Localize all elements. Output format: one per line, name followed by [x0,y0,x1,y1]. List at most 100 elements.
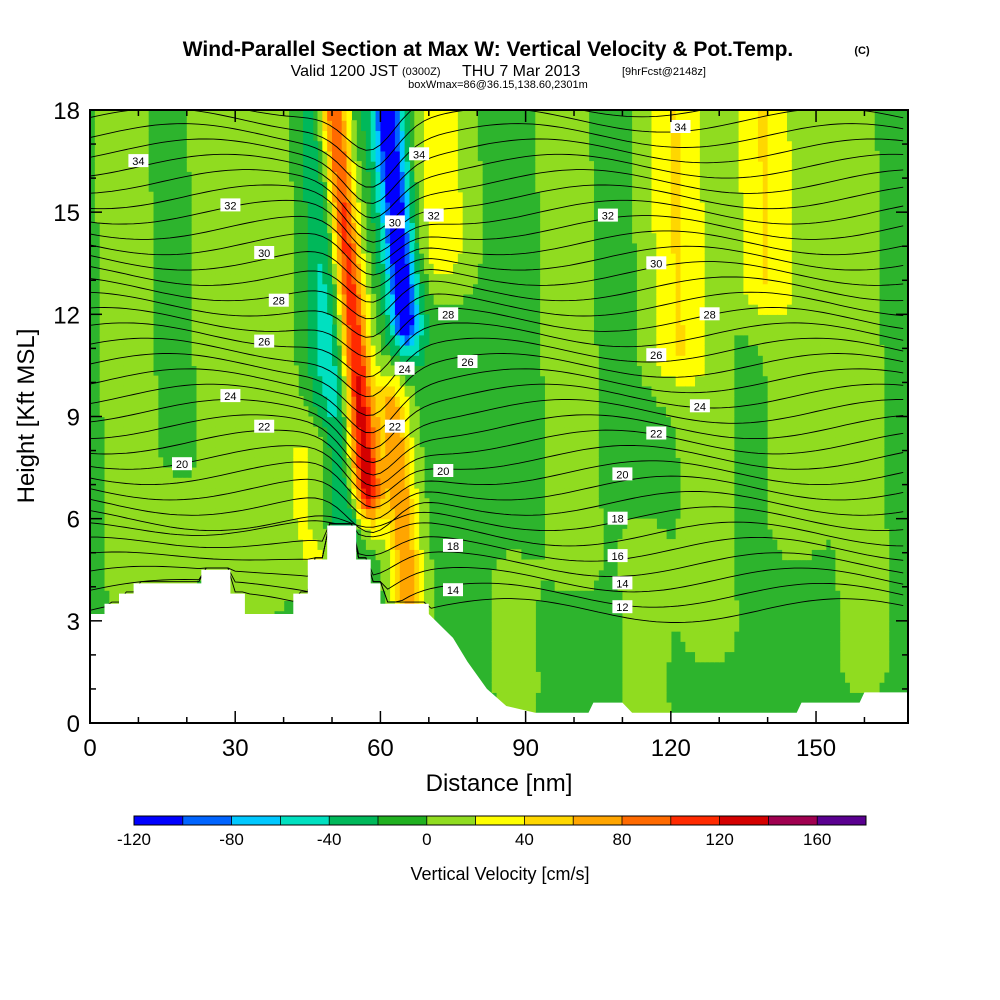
velocity-cell [269,508,275,520]
velocity-cell [312,171,319,183]
velocity-cell [767,273,774,285]
velocity-cell [269,150,275,162]
velocity-cell [675,171,682,183]
velocity-cell [719,181,725,193]
velocity-cell [206,161,212,172]
velocity-cell [636,610,643,622]
velocity-cell [564,110,570,121]
velocity-cell [119,120,125,132]
velocity-cell [578,110,585,121]
velocity-cell [428,181,435,193]
velocity-cell [351,232,357,244]
velocity-cell [733,201,740,213]
velocity-cell [578,528,585,540]
velocity-cell [569,150,575,162]
velocity-cell [128,324,135,336]
velocity-cell [283,253,290,264]
velocity-cell [704,467,711,479]
velocity-cell [423,590,430,601]
velocity-cell [670,181,677,193]
velocity-cell [259,314,265,326]
velocity-cell [709,232,715,244]
velocity-cell [351,324,357,336]
velocity-cell [133,191,139,203]
velocity-cell [114,477,120,489]
velocity-cell [670,253,677,264]
velocity-cell [569,579,575,591]
velocity-cell [288,498,294,510]
velocity-cell [283,590,290,601]
velocity-cell [370,324,377,336]
velocity-cell [351,253,357,264]
velocity-cell [394,253,401,264]
velocity-cell [699,283,706,295]
velocity-cell [554,222,561,234]
velocity-cell [114,150,120,162]
velocity-cell [235,488,241,499]
velocity-cell [288,314,294,326]
velocity-cell [569,508,575,520]
velocity-cell [235,559,241,571]
velocity-cell [341,181,348,193]
velocity-cell [244,579,251,591]
velocity-cell [365,365,372,377]
velocity-cell [288,365,294,377]
velocity-cell [704,447,711,458]
velocity-cell [428,600,435,612]
velocity-cell [525,692,532,704]
velocity-cell [656,702,662,714]
velocity-cell [109,110,115,121]
velocity-cell [104,406,110,418]
velocity-cell [738,293,745,305]
velocity-cell [540,161,546,172]
velocity-cell [699,631,706,642]
velocity-cell [385,539,391,550]
velocity-cell [574,539,580,550]
velocity-cell [544,304,551,315]
velocity-cell [399,579,406,591]
velocity-cell [404,253,411,264]
velocity-cell [394,396,401,407]
velocity-cell [767,467,774,479]
velocity-cell [714,181,720,193]
velocity-cell [632,191,638,203]
velocity-cell [501,651,507,663]
velocity-cell [583,498,590,510]
velocity-cell [249,436,256,448]
velocity-cell [728,334,735,346]
velocity-cell [109,477,115,489]
velocity-cell [230,253,236,264]
velocity-cell [215,150,222,162]
velocity-cell [128,130,135,142]
velocity-cell [622,528,628,540]
velocity-cell [375,416,382,428]
velocity-cell [138,263,144,275]
velocity-cell [128,579,135,591]
velocity-cell [690,253,696,264]
velocity-cell [690,222,696,234]
velocity-cell [123,569,130,581]
velocity-cell [191,334,198,346]
velocity-cell [423,559,430,571]
velocity-cell [385,120,391,132]
velocity-cell [627,702,633,714]
velocity-cell [535,161,541,172]
velocity-cell [423,110,430,121]
velocity-cell [438,222,444,234]
velocity-cell [322,355,328,367]
velocity-cell [399,549,406,561]
velocity-cell [269,590,275,601]
velocity-cell [390,396,396,407]
velocity-cell [94,181,101,193]
velocity-cell [540,344,546,356]
velocity-cell [201,518,207,530]
velocity-cell [709,579,715,591]
velocity-cell [143,355,149,367]
velocity-cell [186,569,193,581]
velocity-cell [680,191,686,203]
velocity-cell [244,406,251,418]
velocity-cell [390,130,396,142]
velocity-cell [399,161,406,172]
velocity-cell [201,488,207,499]
